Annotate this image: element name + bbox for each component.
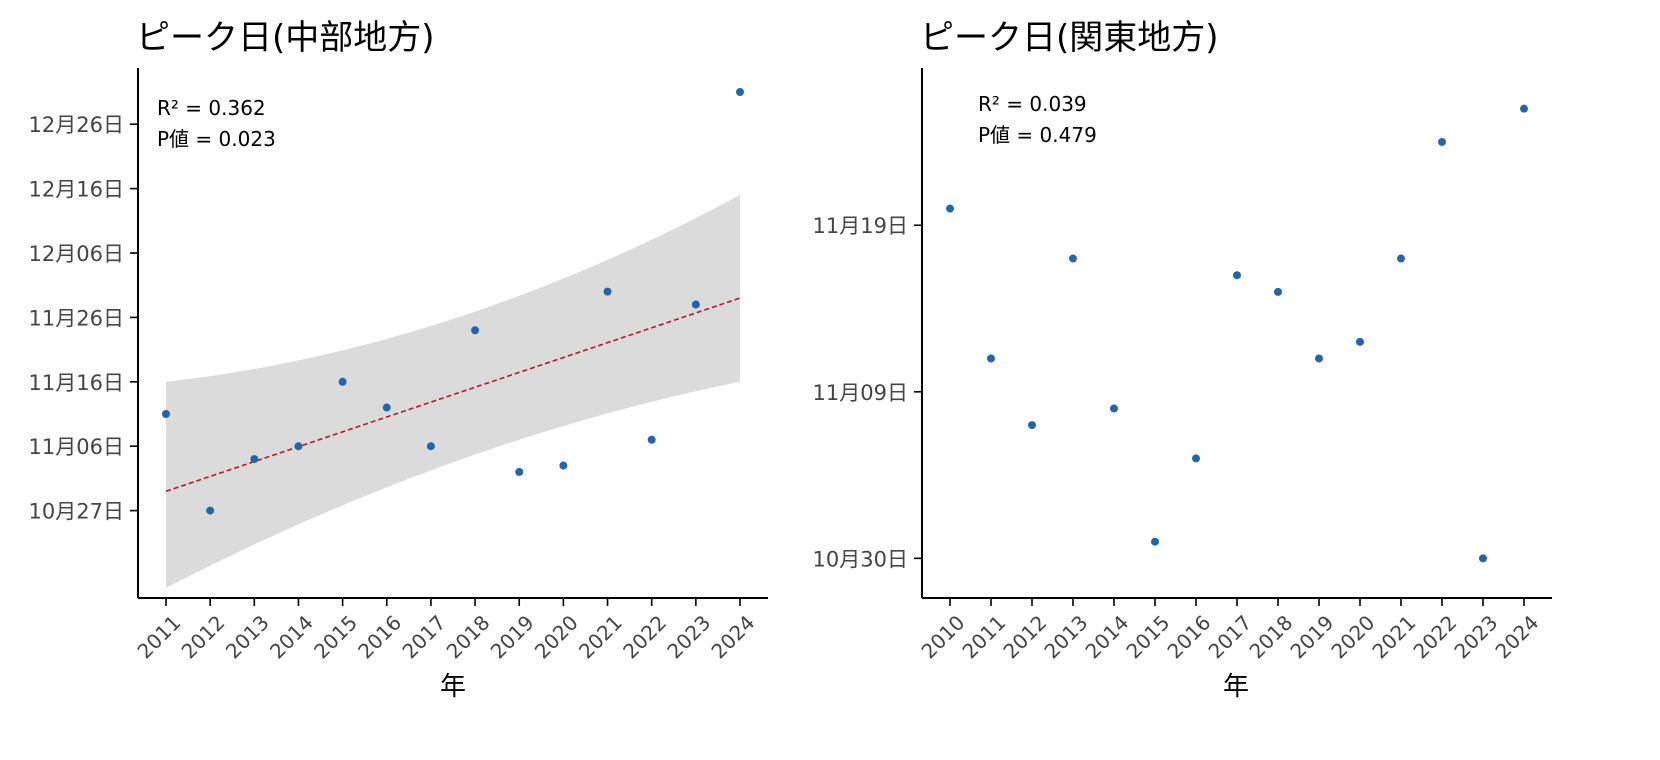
chart-title-kanto: ピーク日(関東地方) bbox=[920, 18, 1219, 58]
data-point bbox=[691, 300, 700, 309]
data-point bbox=[1028, 421, 1036, 430]
x-axis-title: 年 bbox=[440, 672, 466, 702]
data-point bbox=[1356, 337, 1364, 346]
data-point bbox=[946, 204, 954, 213]
x-tick-label: 2017 bbox=[397, 610, 450, 663]
data-point bbox=[426, 442, 435, 451]
x-tick-label: 2021 bbox=[574, 610, 627, 663]
y-tick-label: 11月09日 bbox=[813, 381, 908, 405]
x-tick-label: 2011 bbox=[957, 610, 1010, 663]
y-tick-label: 11月16日 bbox=[29, 371, 124, 395]
x-tick-label: 2024 bbox=[1490, 610, 1543, 663]
data-point bbox=[1192, 454, 1200, 463]
data-point bbox=[1069, 254, 1077, 263]
data-point bbox=[987, 354, 995, 363]
y-tick-label: 12月26日 bbox=[29, 113, 124, 137]
data-point bbox=[603, 287, 612, 296]
chart-title-chubu: ピーク日(中部地方) bbox=[136, 18, 435, 58]
data-point bbox=[1438, 137, 1446, 146]
data-points-kanto bbox=[946, 104, 1528, 563]
data-points-chubu bbox=[162, 88, 744, 515]
panel-chubu: 10月27日 11月06日 11月16日 11月26日 12月06日 12月16日 12月2… bbox=[29, 68, 768, 702]
data-point bbox=[1110, 404, 1118, 413]
x-tick-label: 2020 bbox=[1326, 610, 1379, 663]
annotation-r2: R² = 0.039 bbox=[978, 92, 1087, 116]
x-axis-title: 年 bbox=[1223, 672, 1249, 702]
y-tick-label: 12月16日 bbox=[29, 178, 124, 202]
x-tick-label: 2022 bbox=[1408, 610, 1461, 663]
x-tick-label: 2011 bbox=[132, 610, 185, 663]
x-tick-label: 2020 bbox=[530, 610, 583, 663]
y-tick-label: 11月26日 bbox=[29, 306, 124, 330]
y-ticks-chubu: 10月27日 11月06日 11月16日 11月26日 12月06日 12月16日 12月2… bbox=[29, 113, 138, 524]
x-tick-label: 2016 bbox=[1162, 610, 1215, 663]
x-tick-label: 2023 bbox=[662, 610, 715, 663]
data-point bbox=[162, 410, 170, 418]
data-point bbox=[647, 435, 656, 444]
annotation-p-value: P値 = 0.479 bbox=[978, 123, 1097, 147]
x-tick-label: 2014 bbox=[265, 610, 318, 663]
data-point bbox=[206, 506, 215, 515]
x-tick-label: 2010 bbox=[916, 610, 969, 663]
data-point bbox=[471, 326, 480, 335]
x-tick-label: 2018 bbox=[1244, 610, 1297, 663]
data-point bbox=[1233, 271, 1241, 280]
data-point bbox=[515, 467, 524, 476]
x-tick-label: 2015 bbox=[1121, 610, 1174, 663]
confidence-band bbox=[166, 195, 740, 588]
x-tick-label: 2019 bbox=[1285, 610, 1338, 663]
x-tick-label: 2016 bbox=[353, 610, 406, 663]
x-tick-label: 2013 bbox=[1039, 610, 1092, 663]
y-tick-label: 11月19日 bbox=[813, 214, 908, 238]
data-point bbox=[559, 461, 568, 470]
x-tick-label: 2017 bbox=[1203, 610, 1256, 663]
x-tick-label: 2012 bbox=[998, 610, 1051, 663]
x-tick-label: 2019 bbox=[486, 610, 539, 663]
data-point bbox=[1520, 104, 1528, 113]
x-tick-label: 2021 bbox=[1367, 610, 1420, 663]
x-tick-label: 2018 bbox=[442, 610, 495, 663]
y-tick-label: 10月27日 bbox=[29, 500, 124, 524]
data-point bbox=[1479, 554, 1487, 563]
data-point bbox=[382, 403, 391, 412]
data-point bbox=[294, 442, 303, 451]
data-point bbox=[1274, 287, 1282, 296]
annotation-p-value: P値 = 0.023 bbox=[157, 127, 276, 151]
x-tick-label: 2012 bbox=[177, 610, 230, 663]
y-tick-label: 12月06日 bbox=[29, 242, 124, 266]
x-tick-label: 2013 bbox=[221, 610, 274, 663]
data-point bbox=[338, 377, 347, 386]
x-tick-label: 2023 bbox=[1449, 610, 1502, 663]
x-ticks-kanto: 2010201120122013201420152016201720182019… bbox=[916, 598, 1543, 663]
data-point bbox=[1397, 254, 1405, 263]
data-point bbox=[736, 88, 744, 96]
x-ticks-chubu: 2011201220132014201520162017201820192020… bbox=[132, 598, 759, 663]
y-ticks-kanto: 10月30日 11月09日 11月19日 bbox=[813, 214, 922, 571]
x-tick-label: 2015 bbox=[309, 610, 362, 663]
x-tick-label: 2022 bbox=[618, 610, 671, 663]
data-point bbox=[250, 455, 259, 464]
trend-line bbox=[165, 297, 741, 493]
y-tick-label: 10月30日 bbox=[813, 547, 908, 571]
annotation-r2: R² = 0.362 bbox=[157, 96, 266, 120]
y-tick-label: 11月06日 bbox=[29, 435, 124, 459]
x-tick-label: 2024 bbox=[706, 610, 759, 663]
x-tick-label: 2014 bbox=[1080, 610, 1133, 663]
data-point bbox=[1151, 537, 1159, 546]
data-point bbox=[1315, 354, 1323, 363]
